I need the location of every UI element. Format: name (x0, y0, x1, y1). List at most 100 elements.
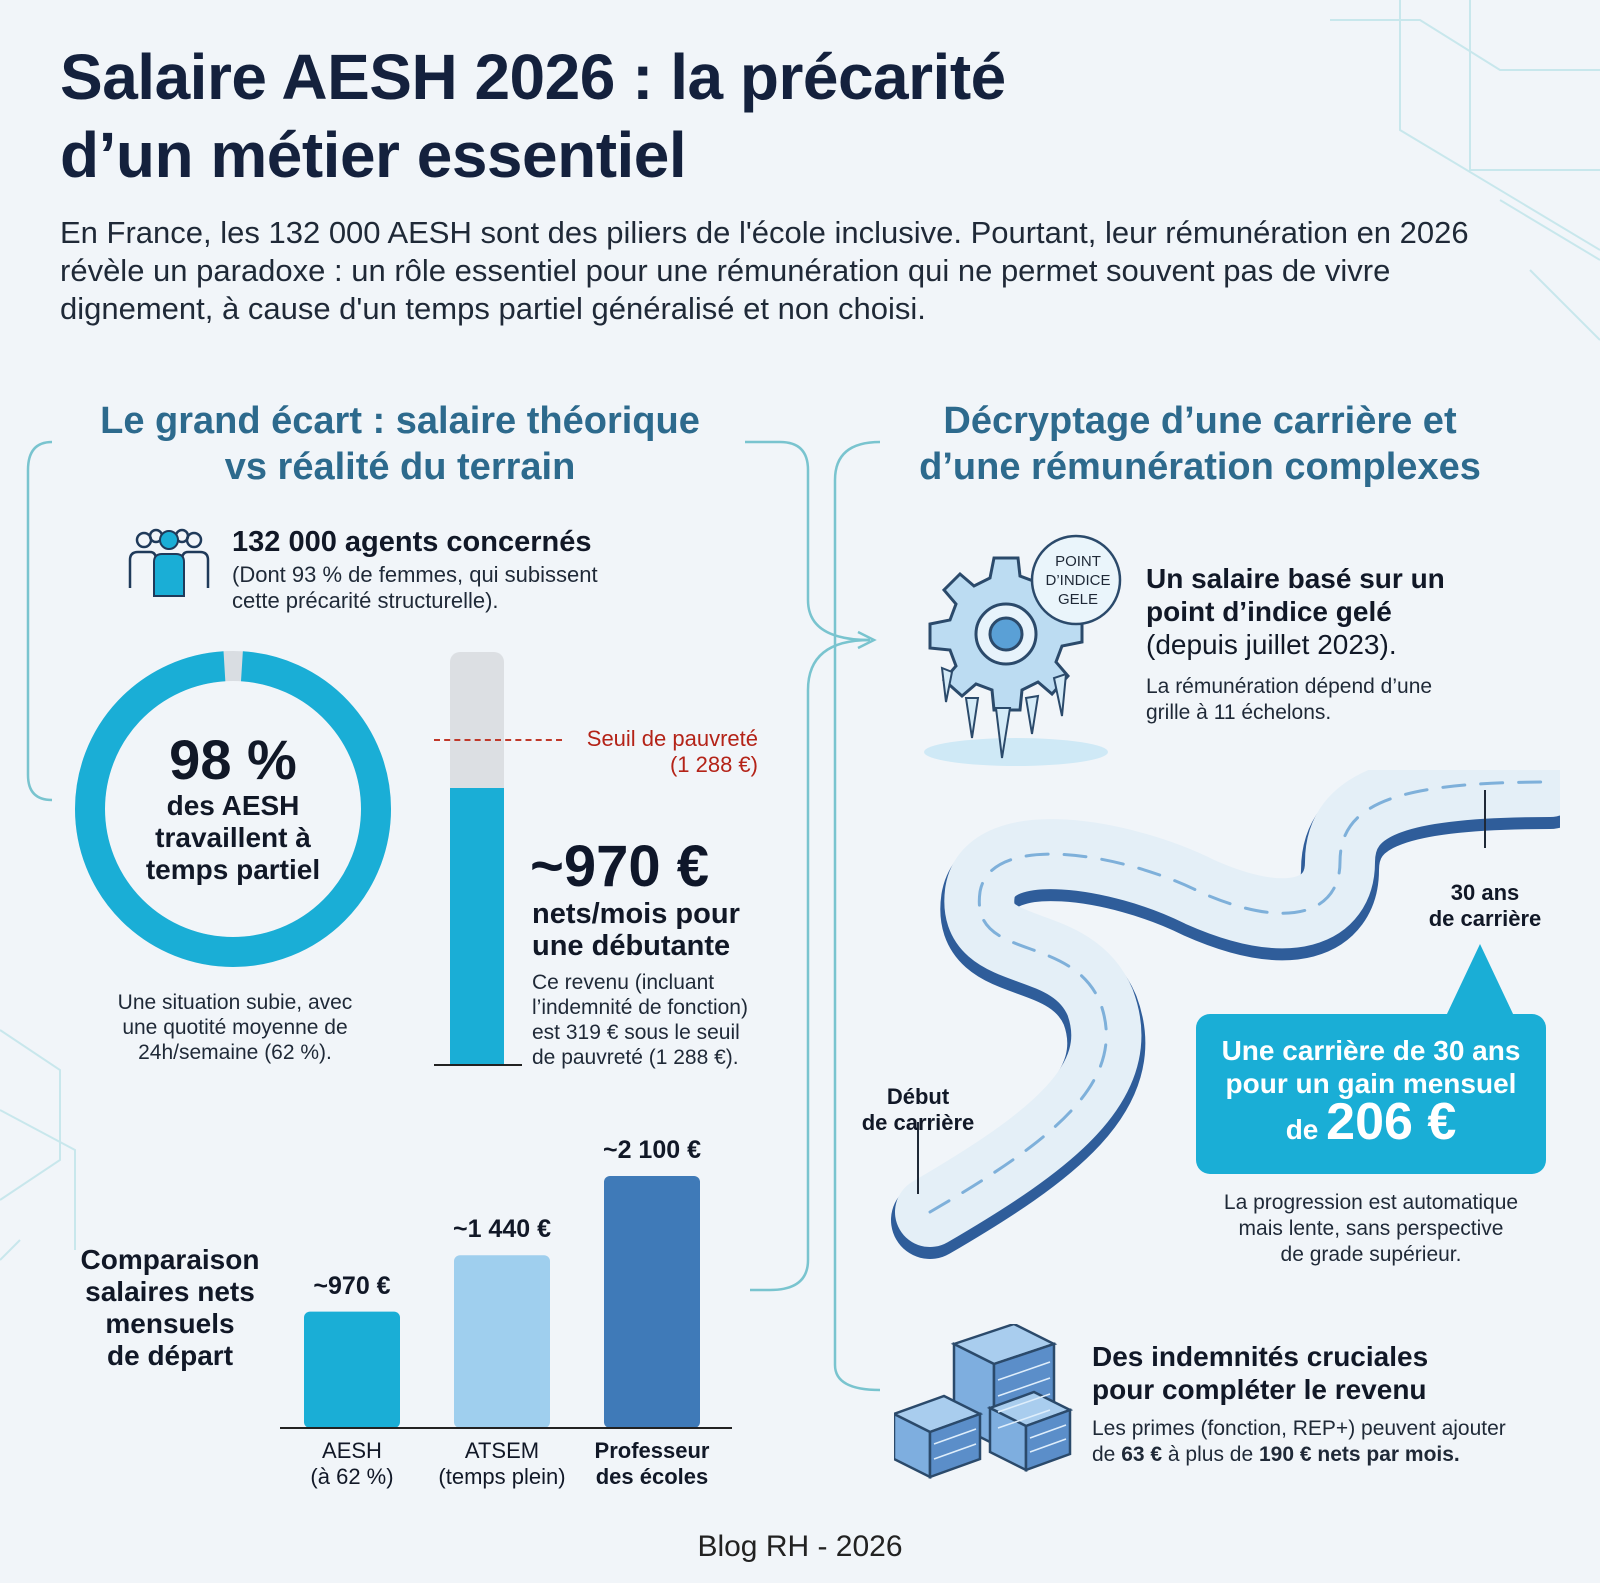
donut-caption: Une situation subie, avec une quotité mo… (80, 990, 390, 1065)
gauge-track (450, 652, 504, 1064)
bar-value-label-1: ~1 440 € (452, 1215, 551, 1244)
page-title-line1: Salaire AESH 2026 : la précarité (60, 41, 1006, 113)
bonus-desc-pre: de (1092, 1443, 1122, 1466)
bar-0 (304, 1311, 400, 1428)
bonus-desc-line1: Les primes (fonction, REP+) peuvent ajou… (1092, 1417, 1506, 1440)
career-desc-line3: de grade supérieur. (1280, 1243, 1462, 1266)
donut-caption-line1: Une situation subie, avec (117, 991, 353, 1014)
point-indice-title: Un salaire basé sur un point d’indice ge… (1146, 562, 1445, 661)
badge-line3: GELE (1057, 591, 1099, 608)
threshold-label-line2: (1 288 €) (669, 752, 758, 777)
salary-comparison-bar-chart: ~970 € AESH (à 62 %) ~1 440 € ATSEM (temps pl… (280, 1130, 740, 1490)
gear-desc-line2: grille à 11 échelons. (1146, 701, 1332, 724)
point-indice-description: La rémunération dépend d’une grille à 11… (1146, 674, 1432, 726)
career-desc-line1: La progression est automatique (1223, 1191, 1519, 1214)
gauge-fill (450, 787, 504, 1064)
gear-desc-line1: La rémunération dépend d’une (1146, 675, 1433, 698)
bonus-desc-mid: à plus de (1162, 1443, 1259, 1466)
badge-line1: POINT (1055, 553, 1101, 570)
part-time-donut-chart (75, 651, 391, 967)
donut-caption-line2: une quotité moyenne de (122, 1016, 348, 1039)
bar-category-line2-1: (temps plein) (438, 1464, 566, 1489)
amount-sub-line1: nets/mois pour (532, 898, 740, 930)
footer-credit: Blog RH - 2026 (697, 1530, 903, 1563)
threshold-label-line1: Seuil de pauvreté (586, 726, 758, 751)
bar-category-line1-1: ATSEM (464, 1438, 540, 1463)
donut-center-label: 98 % des AESH travaillent à temps partie… (112, 730, 354, 886)
right-section-title: Décryptage d’une carrière et d’une rémun… (870, 398, 1530, 490)
bar-category-line2-0: (à 62 %) (310, 1464, 394, 1489)
people-group-icon (128, 528, 210, 597)
comparison-title: Comparaison salaires nets mensuels de dé… (64, 1244, 276, 1372)
career-start-line1: Début (886, 1084, 950, 1109)
bar-category-label-1: ATSEM (temps plein) (414, 1438, 590, 1490)
career-start-label: Début de carrière (848, 1084, 988, 1136)
bar-value-label-0: ~970 € (313, 1271, 391, 1300)
career-start-line2: de carrière (861, 1110, 975, 1135)
bonus-desc-bold2: 190 € nets par mois. (1258, 1443, 1460, 1466)
callout-line3: de 206 € (1196, 1096, 1546, 1152)
career-desc-line2: mais lente, sans perspective (1238, 1217, 1504, 1240)
gauge-baseline (434, 1064, 522, 1066)
comparison-title-line1: Comparaison (80, 1244, 260, 1275)
donut-label-line3: temps partiel (145, 854, 321, 885)
gear-title-line1: Un salaire basé sur un (1146, 563, 1445, 594)
bar-value-label-2: ~2 100 € (602, 1136, 701, 1164)
frozen-gear-icon (924, 534, 1122, 766)
comparison-title-line2: salaires nets (85, 1276, 255, 1307)
donut-caption-line3: 24h/semaine (62 %). (138, 1041, 332, 1064)
poverty-threshold-label: Seuil de pauvreté (1 288 €) (560, 726, 758, 778)
bonus-title-line1: Des indemnités cruciales (1092, 1341, 1429, 1372)
bar-category-line1-0: AESH (322, 1438, 382, 1463)
intro-text: En France, les 132 000 AESH sont des pil… (60, 215, 1469, 326)
agents-subtitle-line2: cette précarité structurelle). (232, 588, 499, 613)
bar-category-line1-2: Professeur (594, 1438, 710, 1463)
career-end-label: 30 ans de carrière (1410, 880, 1560, 932)
gear-title-line3: (depuis juillet 2023). (1146, 628, 1445, 661)
point-indice-badge: POINT D’INDICE GELE (1036, 552, 1120, 609)
amount-desc-line4: de pauvreté (1 288 €). (532, 1046, 739, 1069)
bonus-desc-line2: de 63 € à plus de 190 € nets par mois. (1092, 1442, 1506, 1468)
agents-subtitle-line1: (Dont 93 % de femmes, qui subissent (232, 562, 598, 587)
comparison-title-line3: mensuels (105, 1308, 235, 1339)
donut-label-line2: travaillent à (155, 822, 311, 853)
comparison-title-line4: de départ (106, 1340, 234, 1371)
bar-chart-svg (280, 1176, 732, 1429)
gear-title-line2: point d’indice gelé (1146, 596, 1392, 627)
right-section-title-line2: d’une rémunération complexes (919, 446, 1481, 488)
bar-1 (454, 1255, 550, 1428)
left-section-title: Le grand écart : salaire théorique vs ré… (60, 398, 740, 490)
amount-sub-line2: une débutante (532, 930, 731, 962)
callout-amount: 206 € (1326, 1093, 1457, 1151)
left-section-title-line2: vs réalité du terrain (224, 446, 576, 488)
page-title: Salaire AESH 2026 : la précarité d’un mé… (60, 38, 1480, 194)
winding-road-icon (891, 770, 1560, 1259)
callout-pointer (1446, 944, 1514, 1016)
starting-salary-description: Ce revenu (incluant l’indemnité de fonct… (532, 970, 748, 1070)
career-progression-description: La progression est automatique mais lent… (1166, 1190, 1576, 1268)
starting-salary-subtitle: nets/mois pour une débutante (532, 898, 740, 962)
amount-desc-line2: l’indemnité de fonction) (532, 996, 748, 1019)
bonus-title-line2: pour compléter le revenu (1092, 1374, 1427, 1405)
donut-value-ring (75, 651, 391, 967)
bar-category-label-0: AESH (à 62 %) (264, 1438, 440, 1490)
agents-subtitle: (Dont 93 % de femmes, qui subissent cett… (232, 562, 598, 614)
career-gain-callout: Une carrière de 30 ans pour un gain mens… (1196, 1014, 1546, 1174)
callout-line1: Une carrière de 30 ans (1221, 1035, 1521, 1066)
page-title-line2: d’un métier essentiel (60, 119, 687, 191)
left-section-title-line1: Le grand écart : salaire théorique (100, 400, 700, 442)
agents-title: 132 000 agents concernés (232, 526, 592, 558)
badge-line2: D’INDICE (1045, 572, 1111, 589)
callout-line2: pour un gain mensuel (1225, 1068, 1517, 1099)
donut-label-line1: des AESH (166, 790, 300, 821)
donut-percent: 98 % (169, 728, 297, 791)
callout-prefix: de (1285, 1114, 1319, 1145)
bonus-desc-bold1: 63 € (1121, 1443, 1163, 1466)
career-end-line1: 30 ans (1450, 880, 1520, 905)
gear-title-line3-text: (depuis juillet 2023). (1146, 629, 1397, 660)
bonus-description: Les primes (fonction, REP+) peuvent ajou… (1092, 1416, 1506, 1468)
money-stacks-icon (894, 1324, 1074, 1480)
amount-desc-line1: Ce revenu (incluant (532, 971, 715, 994)
right-section-title-line1: Décryptage d’une carrière et (943, 400, 1457, 442)
